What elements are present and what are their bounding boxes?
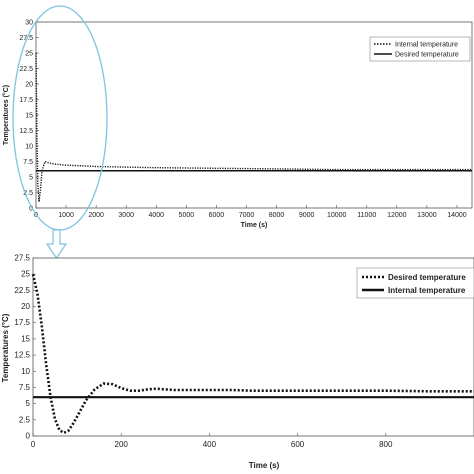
c2-x-tick-label: 400 (203, 440, 217, 449)
chart2-legend-box (356, 267, 474, 299)
c1-y-tick-label: 15 (25, 113, 33, 120)
chart1-x-tick-labels: 0 1000 2000 3000 4000 5000 6000 7000 8000 9000 100… (34, 212, 467, 219)
c1-x-tick-label: 8000 (269, 212, 285, 219)
c1-y-tick-label: 7.5 (23, 159, 33, 166)
chart1-legend: Internal temperature Desired temperature (369, 36, 471, 62)
c1-x-tick-label: 13000 (417, 212, 437, 219)
c1-x-tick-label: 2000 (88, 212, 104, 219)
c2-y-tick-label: 15 (21, 334, 30, 343)
c1-x-tick-label: 9000 (299, 212, 315, 219)
c2-y-tick-label: 12.5 (14, 351, 30, 360)
c1-x-tick-label: 12000 (387, 212, 407, 219)
c1-x-tick-label: 10000 (327, 212, 347, 219)
c1-y-tick-label: 22.5 (19, 66, 33, 73)
c2-y-tick-label: 17.5 (14, 318, 30, 327)
chart2-series (31, 273, 474, 435)
chart2-legend: Desired temperature Internal temperature (356, 267, 474, 299)
c2-y-tick-label: 20 (21, 302, 30, 311)
c1-x-tick-label: 11000 (357, 212, 376, 219)
c1-x-tick-label: 3000 (118, 212, 134, 219)
c1-x-tick-label: 4000 (148, 212, 164, 219)
zoom-arrow-icon (45, 229, 68, 260)
chart1-legend-box (369, 36, 471, 62)
c2-x-tick-label: 800 (379, 440, 393, 449)
chart2-y-axis-label: Temperatures (°C) (1, 313, 10, 382)
c1-x-tick-label: 1000 (58, 212, 74, 219)
c1-y-tick-label: 0 (29, 206, 33, 213)
c1-x-tick-label: 7000 (239, 212, 255, 219)
chart2-x-tick-labels: 0 200 400 600 800 (31, 440, 393, 449)
c2-x-tick-label: 200 (115, 440, 129, 449)
chart1-x-axis-label: Time (s) (241, 222, 268, 229)
c1-x-tick-label: 6000 (209, 212, 225, 219)
c1-y-tick-label: 10 (25, 144, 33, 151)
c1-y-tick-label: 17.5 (19, 97, 33, 104)
c1-series-dotted (35, 52, 472, 203)
c1-y-tick-label: 5 (29, 175, 33, 182)
c2-y-tick-label: 25 (21, 270, 30, 279)
c2-y-tick-label: 0 (26, 432, 31, 441)
c2-x-tick-label: 600 (291, 440, 305, 449)
c1-y-tick-label: 2.5 (23, 190, 33, 197)
c2-y-tick-label: 5 (26, 399, 31, 408)
chart2-legend-desired: Desired temperature (388, 273, 466, 282)
chart-zoomed: 0 2.5 5 7.5 10 12.5 15 17.5 20 22.5 25 27.5 0 200 400… (1, 254, 474, 470)
c2-y-tick-label: 22.5 (14, 286, 30, 295)
chart1-y-axis-label: Temperatures (°C) (2, 85, 10, 145)
c2-y-tick-label: 10 (21, 367, 30, 376)
c1-y-tick-label: 30 (25, 20, 33, 27)
chart1-legend-internal: Internal temperature (395, 42, 458, 49)
c2-y-tick-label: 27.5 (14, 254, 30, 263)
c1-y-tick-label: 25 (25, 51, 33, 58)
chart2-y-tick-labels: 0 2.5 5 7.5 10 12.5 15 17.5 20 22.5 25 27.5 (14, 254, 30, 441)
c2-y-tick-label: 7.5 (19, 383, 31, 392)
c1-y-tick-label: 20 (25, 82, 33, 89)
chart2-x-axis-label: Time (s) (249, 461, 280, 470)
c2-y-tick-label: 2.5 (19, 415, 31, 424)
c1-y-tick-label: 12.5 (19, 128, 33, 135)
c1-x-tick-label: 5000 (179, 212, 195, 219)
chart1-legend-desired: Desired temperature (395, 52, 459, 59)
chart1-series (35, 52, 472, 203)
c2-x-tick-label: 0 (31, 440, 36, 449)
c1-x-tick-label: 14000 (447, 212, 467, 219)
chart2-legend-internal: Internal temperature (388, 286, 466, 295)
